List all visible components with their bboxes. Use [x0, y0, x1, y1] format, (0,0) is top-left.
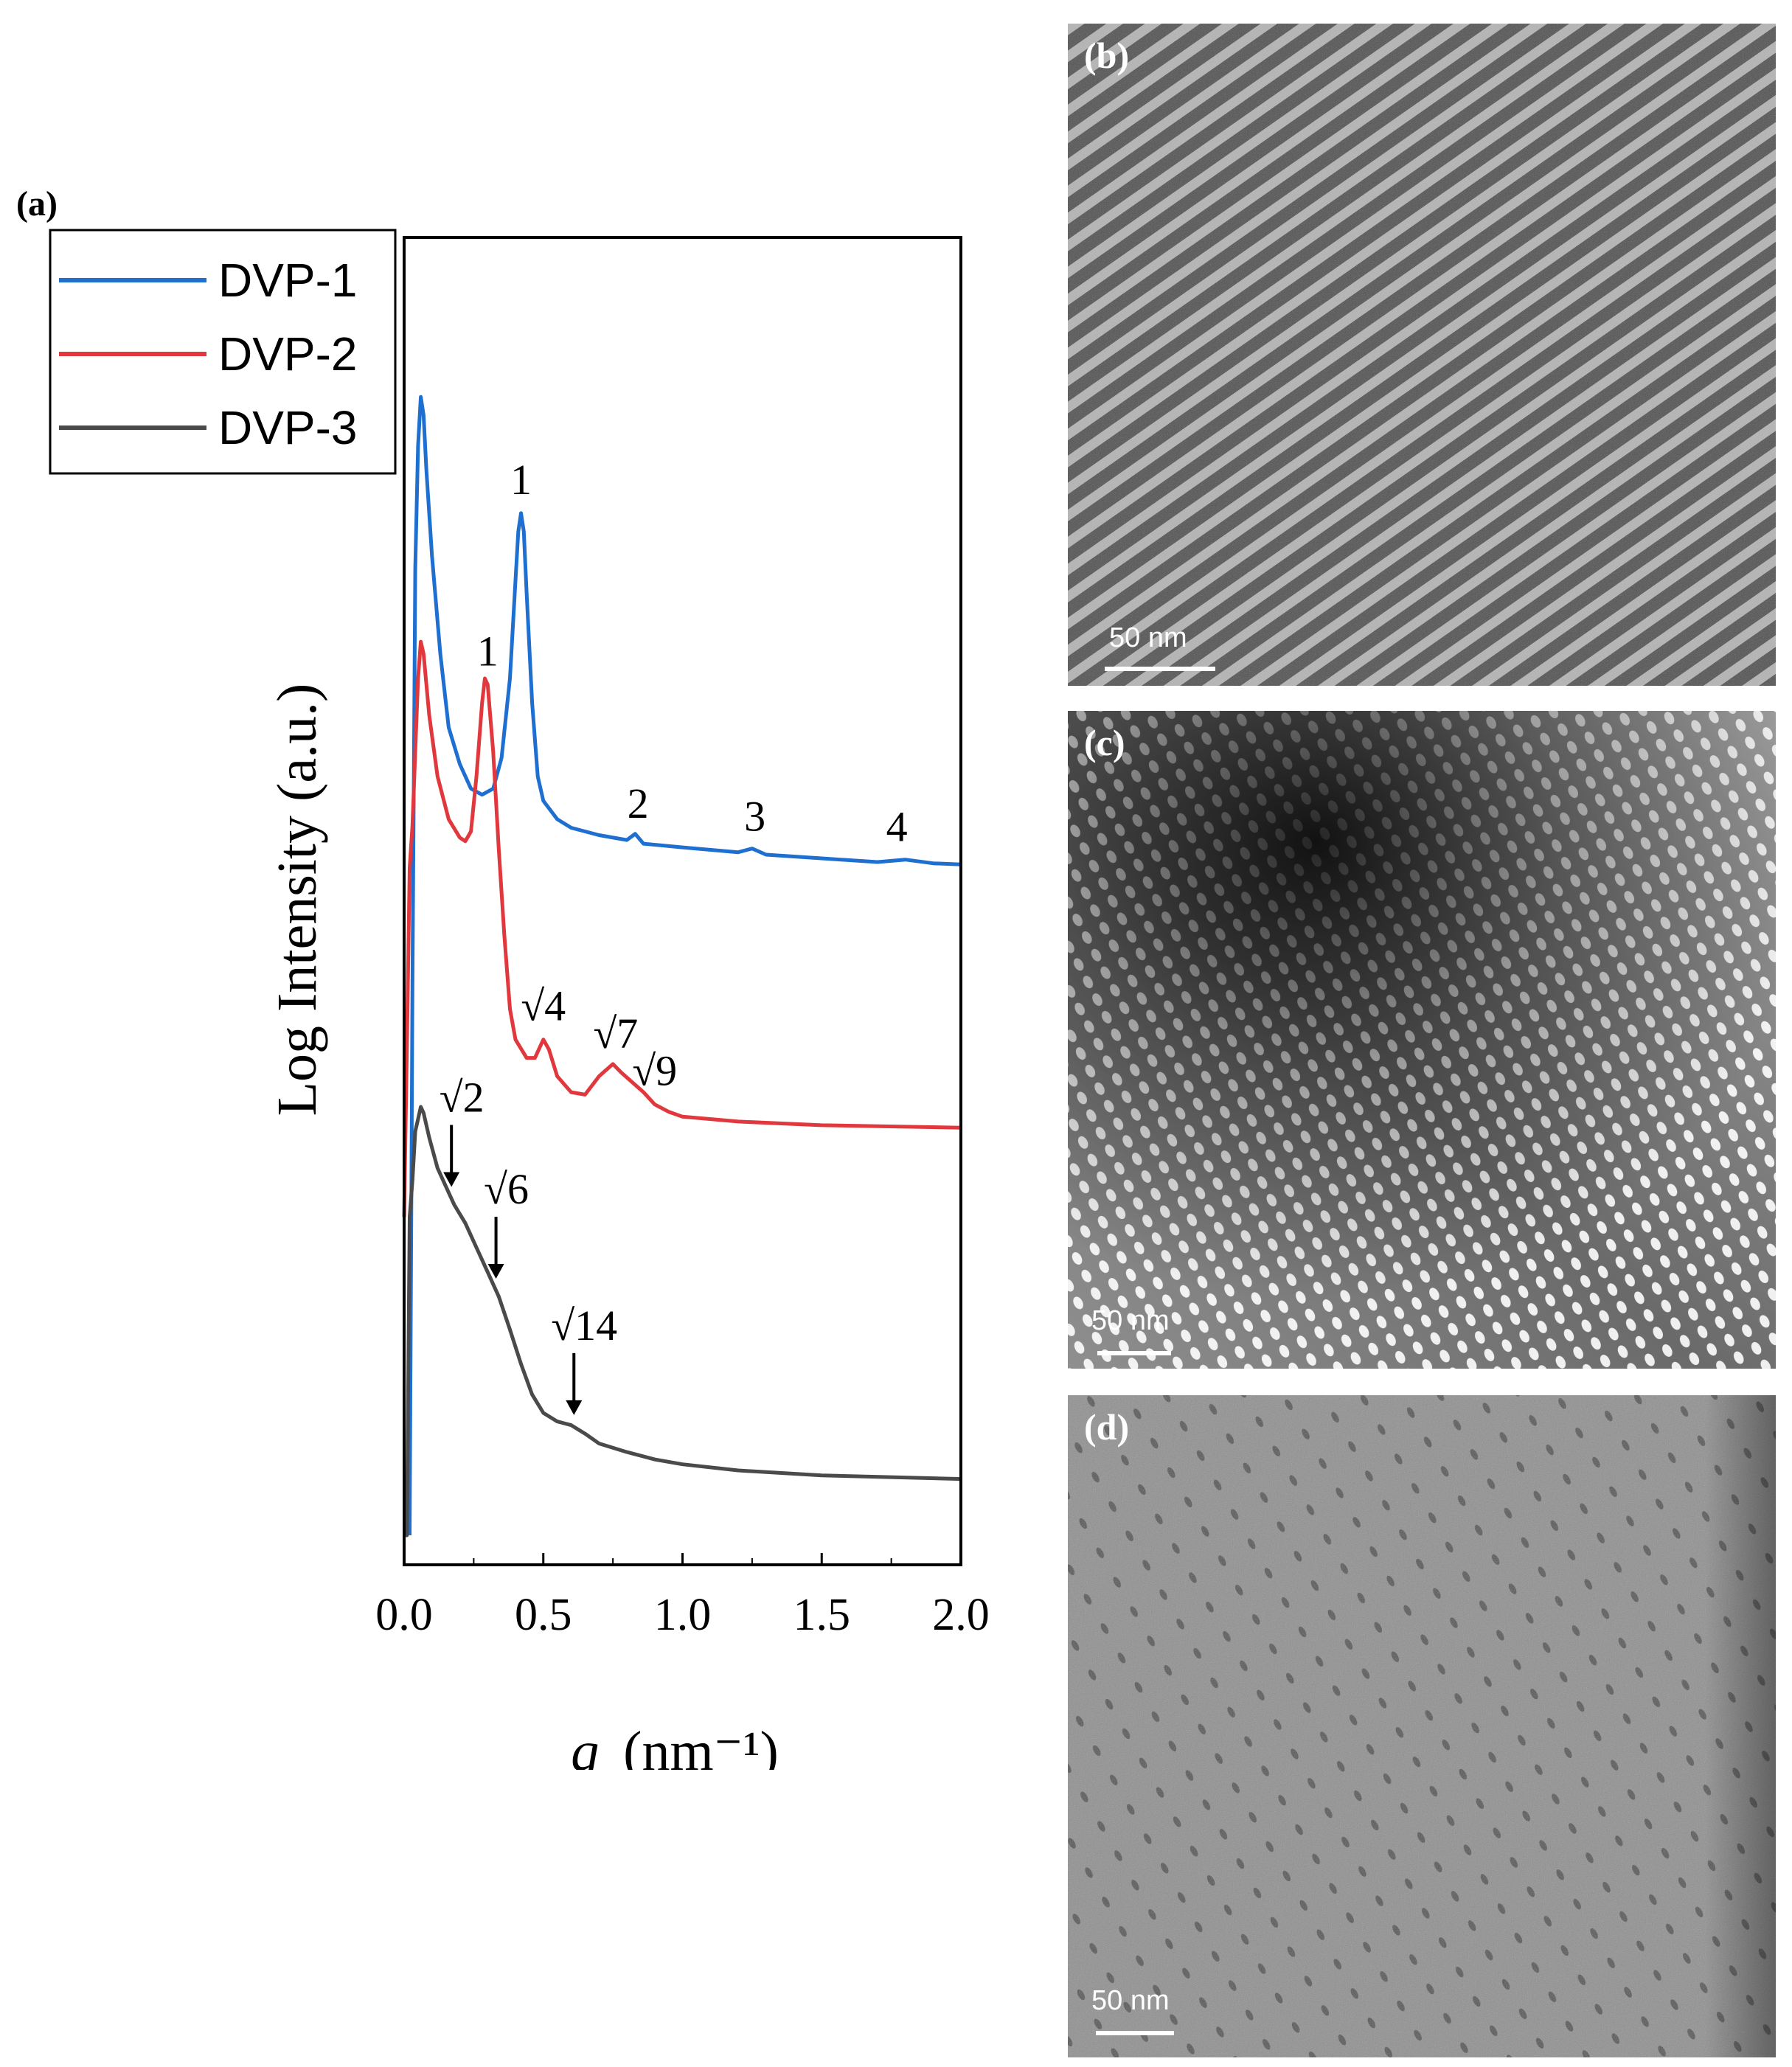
- peak-index-label: √2: [440, 1074, 485, 1122]
- plot-frame: [403, 236, 962, 1566]
- legend-label: DVP-1: [218, 254, 358, 307]
- x-axis-unit: (nm⁻¹): [623, 1720, 779, 1770]
- peak-index-label: √7: [593, 1010, 638, 1057]
- series-line-dvp-2: [402, 639, 962, 1217]
- x-tick-label: 0.5: [515, 1590, 572, 1640]
- peak-index-label: √9: [632, 1047, 677, 1095]
- peak-arrowhead: [443, 1172, 460, 1187]
- panel-d-label: (d): [1084, 1406, 1130, 1448]
- peak-index-label: √6: [484, 1165, 529, 1213]
- scale-bar-label: 50 nm: [1091, 1305, 1170, 1336]
- scale-bar: [1096, 2031, 1174, 2035]
- y-axis-label: Log Intensity (a.u.): [266, 684, 328, 1116]
- peak-index-label: 2: [628, 779, 649, 827]
- saxs-chart: (a) 0.0 0.5 1.0 1.5 2.0 1 2 3 4 1 √4 √7√9 √2 √6 √14 DV…: [16, 184, 990, 1770]
- x-tick-label: 1.5: [793, 1590, 851, 1640]
- legend-label: DVP-2: [218, 327, 358, 381]
- peak-index-label: √14: [551, 1302, 617, 1349]
- tem-panel-d: (d) 50 nm: [1068, 1395, 1776, 2057]
- x-tick-label: 2.0: [932, 1590, 990, 1640]
- sphere-micrograph: [1068, 1395, 1776, 2057]
- scale-bar: [1097, 1351, 1171, 1355]
- panel-b-label: (b): [1084, 35, 1130, 76]
- peak-index-label: √4: [521, 982, 566, 1030]
- peak-index-label: 4: [886, 803, 908, 851]
- lamellar-micrograph: [1068, 24, 1776, 686]
- panel-c-label: (c): [1084, 722, 1125, 763]
- x-axis-label: q (nm⁻¹): [571, 1720, 779, 1770]
- x-axis-variable: q: [571, 1720, 599, 1770]
- cylinder-micrograph: [1068, 711, 1776, 1369]
- peak-arrowhead: [487, 1264, 504, 1279]
- peak-index-label: 3: [744, 792, 765, 840]
- legend-label: DVP-3: [218, 401, 358, 454]
- series-line-dvp-3: [404, 1105, 962, 1538]
- series-line-dvp-1: [408, 395, 962, 1536]
- panel-a-label: (a): [16, 184, 58, 223]
- x-tick-label: 0.0: [375, 1590, 433, 1640]
- peak-index-label: 1: [477, 627, 499, 675]
- x-tick-label: 1.0: [654, 1590, 712, 1640]
- peak-arrowhead: [566, 1400, 583, 1415]
- peak-index-label: 1: [510, 456, 532, 504]
- scale-bar-label: 50 nm: [1091, 1985, 1170, 2016]
- scale-bar: [1105, 667, 1215, 671]
- tem-panel-c: (c) 50 nm: [1068, 711, 1776, 1369]
- scale-bar-label: 50 nm: [1109, 622, 1187, 653]
- tem-panel-b: (b) 50 nm: [1068, 24, 1776, 686]
